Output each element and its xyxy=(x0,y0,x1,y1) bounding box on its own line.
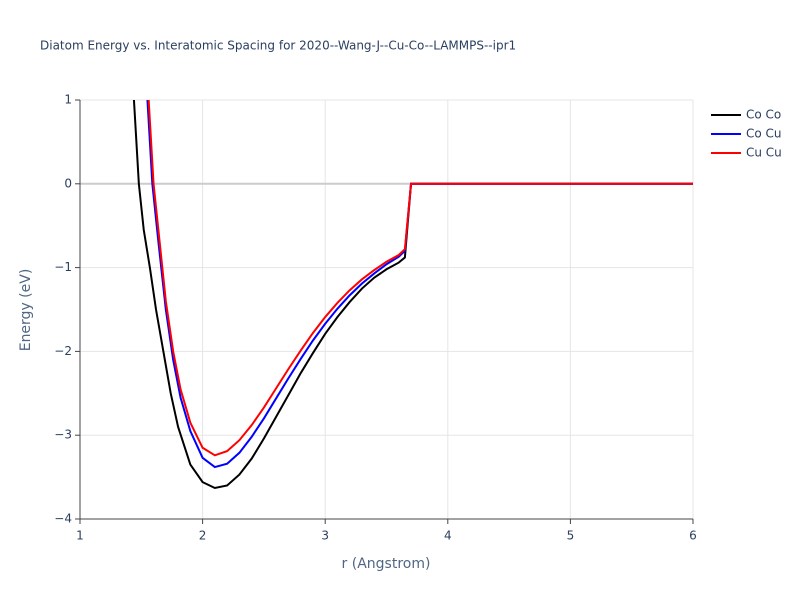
y-tick-label: −3 xyxy=(54,428,72,442)
legend-label: Co Co xyxy=(746,108,781,122)
y-tick-label: −1 xyxy=(54,260,72,274)
y-tick-label: 1 xyxy=(64,93,72,107)
legend: Co Co Co Cu Cu Cu xyxy=(711,108,782,160)
y-tick-label: −2 xyxy=(54,344,72,358)
plot-area xyxy=(132,100,693,490)
series-line xyxy=(132,100,693,490)
x-tick-label: 6 xyxy=(689,529,697,543)
x-tick-label: 3 xyxy=(321,529,329,543)
x-tick-label: 2 xyxy=(199,529,207,543)
series-line xyxy=(146,100,693,469)
x-tick-label: 1 xyxy=(76,529,84,543)
x-tick-label: 4 xyxy=(444,529,452,543)
y-tick-label: −4 xyxy=(54,512,72,526)
y-axis-label: Energy (eV) xyxy=(18,269,34,352)
x-axis-label: r (Angstrom) xyxy=(342,556,431,572)
series-line xyxy=(147,100,693,457)
chart-title: Diatom Energy vs. Interatomic Spacing fo… xyxy=(40,39,516,53)
y-tick-label: 0 xyxy=(64,176,72,190)
x-tick-label: 5 xyxy=(567,529,575,543)
legend-label: Cu Cu xyxy=(746,146,782,160)
legend-label: Co Cu xyxy=(746,127,782,141)
